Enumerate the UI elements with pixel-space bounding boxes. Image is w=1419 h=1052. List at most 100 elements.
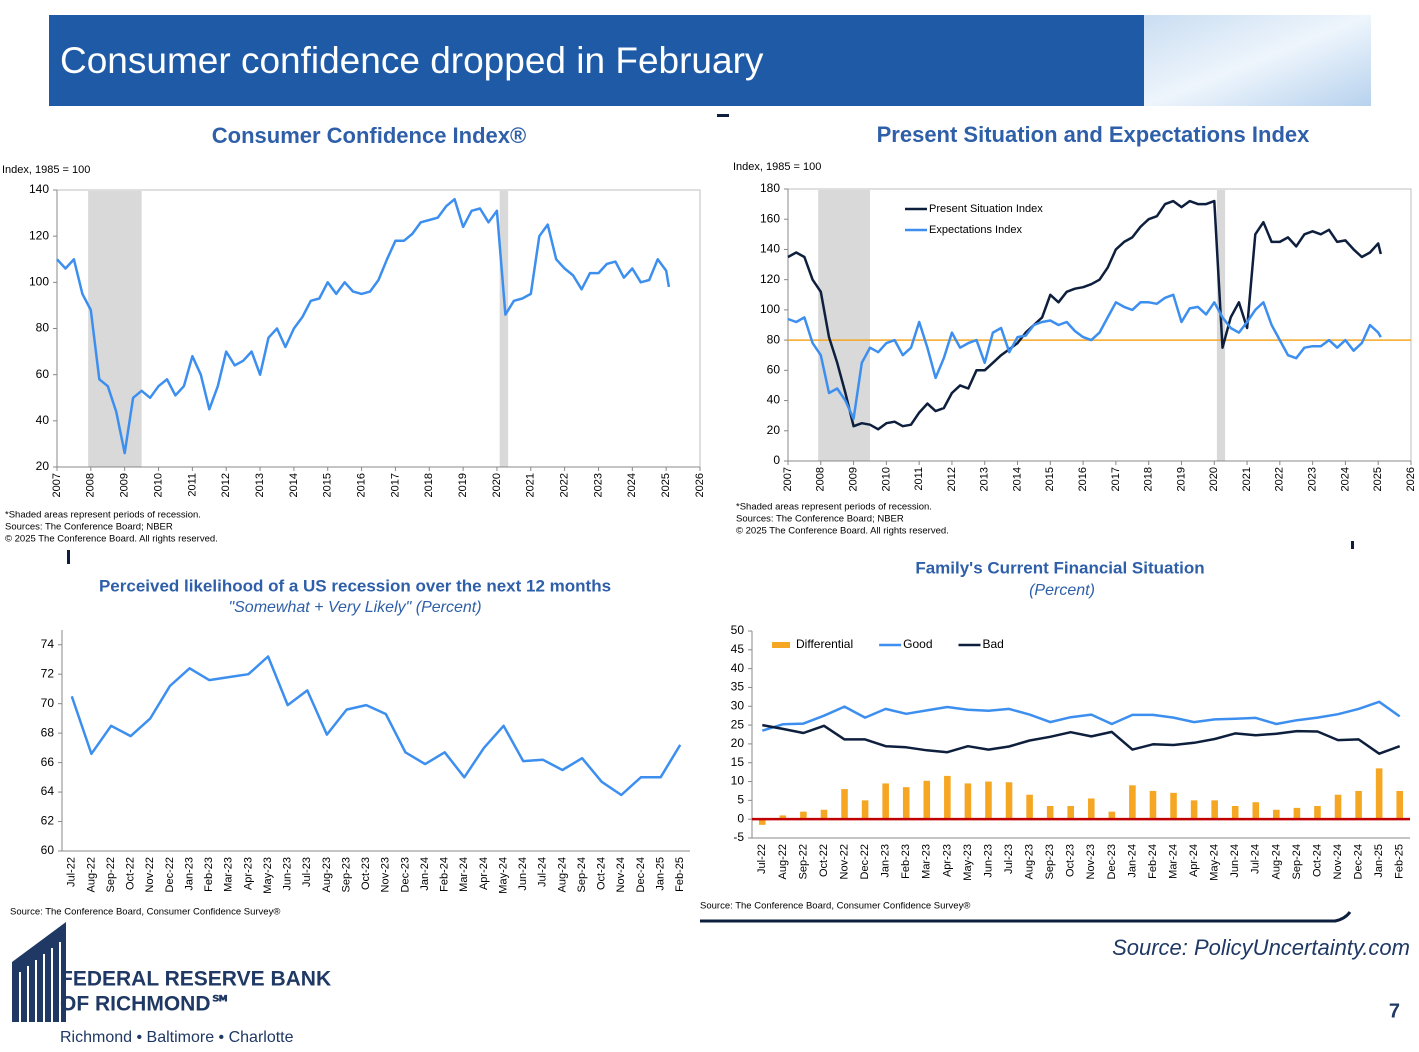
y-tick-label: 60 bbox=[767, 363, 781, 377]
bar bbox=[882, 783, 889, 820]
y-tick-label: 40 bbox=[767, 393, 781, 407]
x-tick-label: Sep-23 bbox=[1044, 844, 1056, 879]
x-tick-label: Oct-24 bbox=[596, 857, 608, 890]
bar bbox=[1046, 806, 1054, 820]
y-tick-label: 40 bbox=[731, 661, 745, 675]
bar bbox=[1273, 809, 1280, 820]
x-tick-label: Nov-22 bbox=[838, 844, 850, 879]
x-tick-label: 2022 bbox=[559, 473, 571, 497]
y-tick-label: 30 bbox=[731, 698, 745, 712]
x-tick-label: 2025 bbox=[660, 473, 672, 497]
y-tick-label: 35 bbox=[731, 680, 745, 694]
y-tick-label: 68 bbox=[41, 725, 55, 739]
x-tick-label: 2024 bbox=[1339, 467, 1351, 491]
x-tick-label: Jul-22 bbox=[756, 844, 768, 874]
x-tick-label: 2017 bbox=[1110, 467, 1122, 491]
x-tick-label: Sep-22 bbox=[797, 844, 809, 879]
title-bar bbox=[49, 15, 1144, 106]
x-tick-label: 2021 bbox=[525, 473, 537, 497]
x-tick-label: Jan-24 bbox=[1126, 844, 1138, 878]
bar bbox=[1334, 794, 1342, 820]
chart-subtitle: (Percent) bbox=[1029, 582, 1095, 599]
x-tick-label: Aug-24 bbox=[556, 857, 568, 892]
x-tick-label: 2017 bbox=[389, 473, 401, 497]
y-tick-label: 20 bbox=[36, 459, 50, 473]
x-tick-label: 2026 bbox=[1405, 467, 1417, 491]
x-tick-label: Feb-25 bbox=[1394, 844, 1406, 879]
note: Sources: The Conference Board; NBER bbox=[736, 514, 904, 525]
chart-title: Consumer Confidence Index® bbox=[212, 123, 526, 148]
bar bbox=[902, 787, 910, 820]
x-tick-label: Jul-24 bbox=[1250, 844, 1262, 874]
x-tick-label: 2011 bbox=[186, 473, 198, 497]
x-tick-label: 2023 bbox=[592, 473, 604, 497]
chart-subtitle: "Somewhat + Very Likely" (Percent) bbox=[228, 599, 481, 616]
line bbox=[70, 655, 682, 797]
line bbox=[787, 293, 1382, 420]
bar bbox=[1026, 794, 1033, 820]
x-tick-label: Nov-22 bbox=[144, 857, 156, 892]
x-tick-label: Dec-22 bbox=[859, 844, 871, 879]
x-tick-label: 2010 bbox=[880, 467, 892, 491]
y-tick-label: 0 bbox=[737, 811, 744, 825]
logo-text: FEDERAL RESERVE BANK bbox=[60, 968, 331, 991]
y-axis-label: Index, 1985 = 100 bbox=[733, 161, 821, 173]
page-number: 7 bbox=[1389, 1000, 1400, 1022]
bar bbox=[1170, 792, 1177, 820]
bar bbox=[861, 800, 869, 820]
x-tick-label: Oct-22 bbox=[125, 857, 137, 890]
note: *Shaded areas represent periods of reces… bbox=[736, 502, 932, 513]
legend-label: Differential bbox=[796, 637, 853, 651]
note: © 2025 The Conference Board. All rights … bbox=[5, 534, 218, 545]
x-tick-label: Jun-23 bbox=[982, 844, 994, 878]
x-tick-label: Dec-24 bbox=[1353, 844, 1365, 879]
x-tick-label: 2026 bbox=[694, 473, 706, 497]
x-tick-label: Oct-23 bbox=[360, 857, 372, 890]
bar bbox=[1396, 790, 1404, 820]
bar bbox=[964, 783, 972, 820]
y-tick-label: 140 bbox=[760, 242, 780, 256]
y-axis-label: Index, 1985 = 100 bbox=[2, 164, 90, 176]
bar bbox=[1067, 806, 1075, 820]
y-tick-label: 66 bbox=[41, 755, 55, 769]
x-tick-label: 2019 bbox=[1175, 467, 1187, 491]
bar bbox=[1108, 811, 1116, 820]
dash bbox=[717, 114, 729, 117]
x-tick-label: Feb-24 bbox=[439, 857, 451, 892]
y-tick-label: 70 bbox=[41, 696, 55, 710]
x-tick-label: 2010 bbox=[152, 473, 164, 497]
x-tick-label: Nov-24 bbox=[1332, 844, 1344, 879]
x-tick-label: 2014 bbox=[1011, 467, 1023, 491]
x-tick-label: Mar-24 bbox=[458, 857, 470, 892]
slide-title: Consumer confidence dropped in February bbox=[60, 40, 764, 81]
y-tick-label: 50 bbox=[731, 623, 745, 637]
line bbox=[762, 723, 1401, 755]
bar bbox=[1375, 768, 1383, 820]
y-tick-label: 72 bbox=[41, 666, 55, 680]
x-tick-label: 2013 bbox=[979, 467, 991, 491]
legend-label: Bad bbox=[983, 637, 1004, 651]
x-tick-label: 2012 bbox=[220, 473, 232, 497]
x-tick-label: 2008 bbox=[85, 473, 97, 497]
x-tick-label: 2012 bbox=[946, 467, 958, 491]
bar bbox=[820, 809, 828, 820]
y-tick-label: 10 bbox=[731, 774, 745, 788]
x-tick-label: 2020 bbox=[491, 473, 503, 497]
x-tick-label: 2016 bbox=[355, 473, 367, 497]
bar bbox=[1355, 790, 1362, 820]
x-tick-label: Jul-22 bbox=[66, 857, 78, 887]
x-tick-label: 2009 bbox=[847, 467, 859, 491]
bar bbox=[758, 819, 766, 825]
recession-shade bbox=[88, 191, 142, 467]
y-tick-label: 0 bbox=[773, 453, 780, 467]
chart-title: Family's Current Financial Situation bbox=[915, 558, 1204, 577]
x-tick-label: 2011 bbox=[913, 467, 925, 491]
note: Sources: The Conference Board; NBER bbox=[5, 522, 173, 533]
x-tick-label: Feb-23 bbox=[900, 844, 912, 879]
note: © 2025 The Conference Board. All rights … bbox=[736, 526, 949, 537]
x-tick-label: Feb-23 bbox=[203, 857, 215, 892]
note: *Shaded areas represent periods of reces… bbox=[5, 510, 201, 521]
x-tick-label: Jan-24 bbox=[419, 857, 431, 891]
x-tick-label: Sep-23 bbox=[340, 857, 352, 892]
legend-label: Present Situation Index bbox=[929, 203, 1043, 215]
